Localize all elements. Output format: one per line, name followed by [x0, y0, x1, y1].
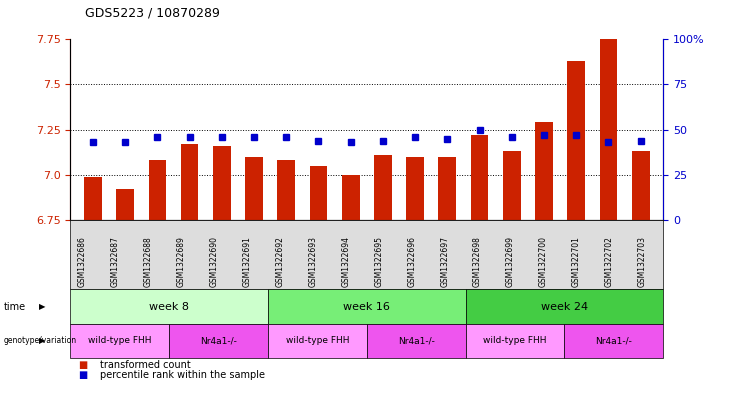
Text: Nr4a1-/-: Nr4a1-/- — [398, 336, 435, 345]
Text: GSM1322694: GSM1322694 — [342, 236, 350, 287]
Bar — [599, 21, 617, 220]
Text: GSM1322690: GSM1322690 — [210, 236, 219, 287]
Text: ■: ■ — [78, 360, 87, 371]
Text: Nr4a1-/-: Nr4a1-/- — [595, 336, 632, 345]
Text: percentile rank within the sample: percentile rank within the sample — [100, 370, 265, 380]
Text: ▶: ▶ — [39, 302, 46, 311]
Text: Nr4a1-/-: Nr4a1-/- — [200, 336, 237, 345]
Text: time: time — [4, 301, 26, 312]
Text: GSM1322695: GSM1322695 — [374, 236, 383, 287]
Text: GSM1322689: GSM1322689 — [176, 236, 186, 287]
Text: GSM1322696: GSM1322696 — [408, 236, 416, 287]
Bar — [181, 144, 199, 220]
Text: wild-type FHH: wild-type FHH — [285, 336, 349, 345]
Bar — [503, 151, 521, 220]
Text: GSM1322698: GSM1322698 — [473, 236, 482, 287]
Text: ■: ■ — [78, 370, 87, 380]
Text: GSM1322702: GSM1322702 — [605, 236, 614, 287]
Bar — [632, 151, 650, 220]
Text: week 24: week 24 — [541, 301, 588, 312]
Bar — [406, 157, 424, 220]
Bar — [245, 157, 263, 220]
Text: ▶: ▶ — [39, 336, 46, 345]
Bar — [568, 61, 585, 220]
Text: transformed count: transformed count — [100, 360, 190, 371]
Text: GDS5223 / 10870289: GDS5223 / 10870289 — [85, 7, 220, 20]
Text: GSM1322700: GSM1322700 — [539, 236, 548, 287]
Text: GSM1322693: GSM1322693 — [308, 236, 317, 287]
Text: week 16: week 16 — [343, 301, 391, 312]
Text: GSM1322686: GSM1322686 — [78, 236, 87, 287]
Bar — [342, 175, 359, 220]
Bar — [374, 155, 392, 220]
Text: wild-type FHH: wild-type FHH — [88, 336, 152, 345]
Text: week 8: week 8 — [149, 301, 189, 312]
Bar — [471, 135, 488, 220]
Bar — [310, 166, 328, 220]
Bar — [535, 123, 553, 220]
Bar — [116, 189, 134, 220]
Text: genotype/variation: genotype/variation — [4, 336, 77, 345]
Bar — [148, 160, 166, 220]
Bar — [213, 146, 230, 220]
Bar — [84, 177, 102, 220]
Text: GSM1322701: GSM1322701 — [572, 236, 581, 287]
Text: GSM1322691: GSM1322691 — [242, 236, 251, 287]
Text: GSM1322688: GSM1322688 — [144, 236, 153, 287]
Bar — [277, 160, 295, 220]
Text: GSM1322699: GSM1322699 — [506, 236, 515, 287]
Bar — [439, 157, 456, 220]
Text: GSM1322703: GSM1322703 — [638, 236, 647, 287]
Text: GSM1322692: GSM1322692 — [276, 236, 285, 287]
Text: GSM1322697: GSM1322697 — [440, 236, 449, 287]
Text: GSM1322687: GSM1322687 — [111, 236, 120, 287]
Text: wild-type FHH: wild-type FHH — [483, 336, 547, 345]
